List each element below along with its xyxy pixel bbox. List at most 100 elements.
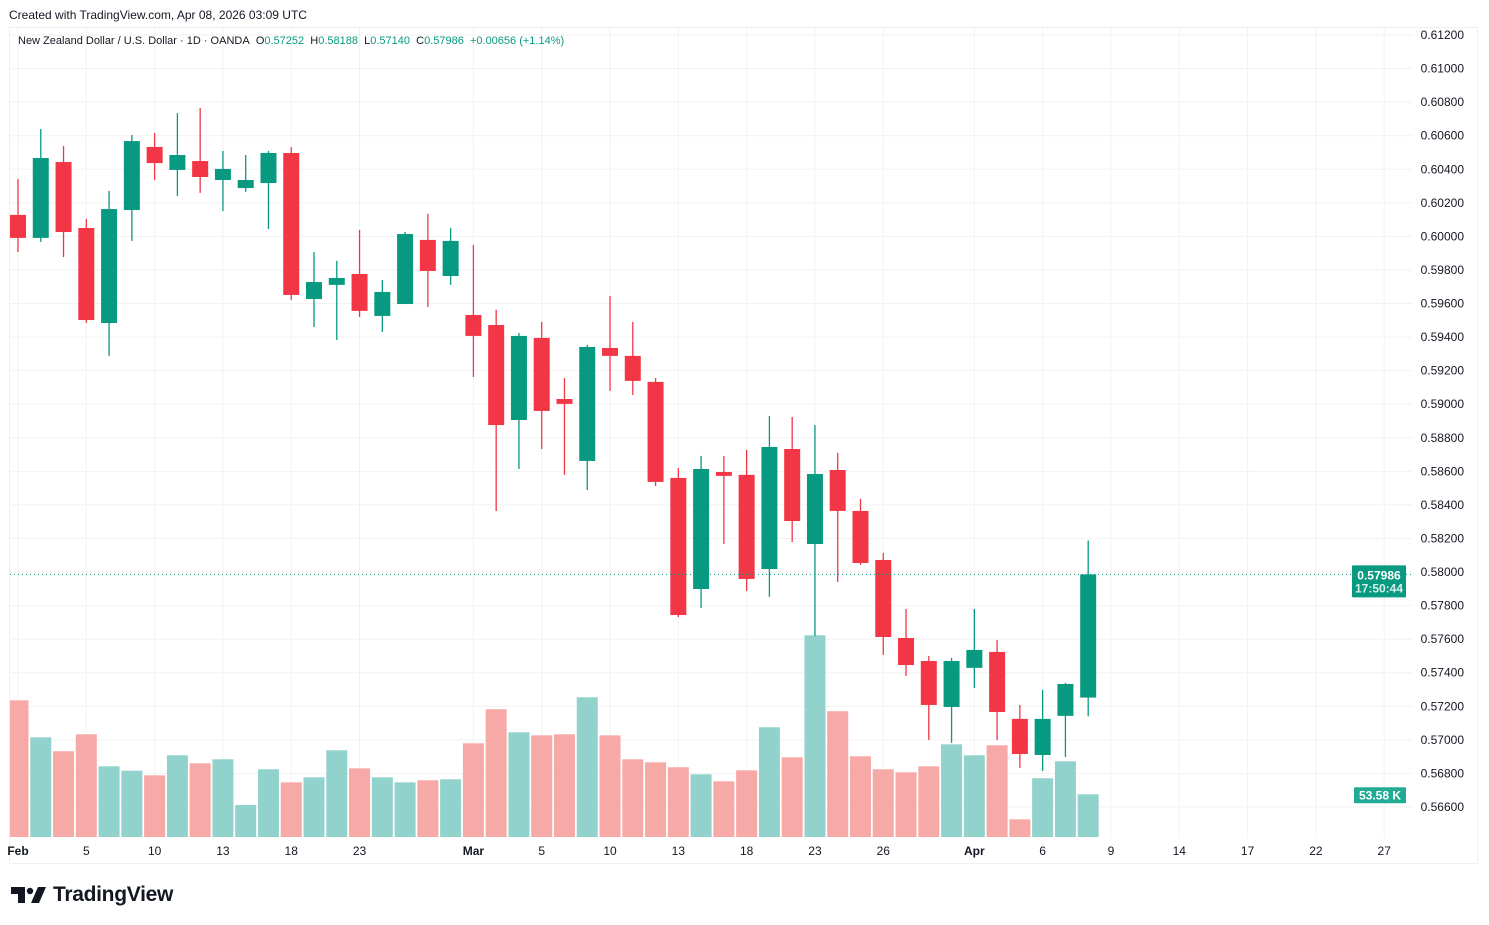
candle[interactable]	[898, 608, 915, 676]
candle[interactable]	[693, 455, 710, 608]
candle[interactable]	[192, 108, 209, 193]
candle[interactable]	[510, 332, 527, 469]
candle[interactable]	[920, 655, 937, 741]
volume-bar[interactable]	[326, 750, 348, 837]
candle-body	[784, 449, 801, 522]
volume-bar[interactable]	[235, 804, 257, 837]
candle[interactable]	[1011, 704, 1028, 768]
candle[interactable]	[283, 146, 300, 300]
volume-bar[interactable]	[1054, 761, 1076, 837]
candle[interactable]	[1080, 540, 1097, 717]
volume-bar[interactable]	[53, 751, 75, 837]
candle[interactable]	[10, 178, 26, 252]
candle[interactable]	[943, 657, 960, 743]
candle[interactable]	[1057, 682, 1074, 757]
volume-bar[interactable]	[166, 755, 188, 837]
candle[interactable]	[419, 213, 436, 308]
symbol-name[interactable]: New Zealand Dollar / U.S. Dollar · 1D · …	[18, 35, 250, 47]
candle[interactable]	[966, 608, 983, 689]
candle[interactable]	[442, 228, 459, 285]
candle[interactable]	[351, 230, 368, 317]
volume-bar[interactable]	[553, 734, 575, 837]
volume-bar[interactable]	[918, 766, 940, 837]
candle[interactable]	[1034, 689, 1051, 771]
volume-bar[interactable]	[280, 782, 302, 837]
candle[interactable]	[579, 344, 596, 490]
candle[interactable]	[624, 321, 641, 395]
candle[interactable]	[374, 280, 391, 332]
volume-bar[interactable]	[872, 769, 894, 837]
candle[interactable]	[556, 378, 573, 475]
candle[interactable]	[829, 452, 846, 582]
candle[interactable]	[101, 190, 118, 356]
volume-bar[interactable]	[667, 767, 689, 837]
volume-bar[interactable]	[827, 711, 849, 837]
candle[interactable]	[602, 295, 619, 391]
candle[interactable]	[647, 378, 664, 486]
candle[interactable]	[533, 321, 550, 450]
candle[interactable]	[738, 450, 755, 592]
volume-bar[interactable]	[849, 756, 871, 837]
volume-bar[interactable]	[804, 635, 826, 837]
volume-bar[interactable]	[690, 774, 712, 837]
volume-bar[interactable]	[417, 780, 439, 837]
volume-bar[interactable]	[781, 757, 803, 837]
candle[interactable]	[761, 415, 778, 597]
volume-bar[interactable]	[622, 759, 644, 837]
volume-bar[interactable]	[371, 777, 393, 837]
volume-bar[interactable]	[895, 772, 917, 837]
volume-bar[interactable]	[485, 709, 507, 837]
candle[interactable]	[123, 135, 140, 241]
candle[interactable]	[465, 244, 482, 378]
candle[interactable]	[397, 232, 414, 305]
volume-bar[interactable]	[645, 762, 667, 837]
volume-bar[interactable]	[941, 744, 963, 837]
volume-bar[interactable]	[349, 768, 371, 837]
candle[interactable]	[78, 218, 95, 323]
volume-bar[interactable]	[531, 735, 553, 837]
volume-bar[interactable]	[121, 770, 143, 837]
candle[interactable]	[784, 416, 801, 543]
candle[interactable]	[306, 251, 323, 328]
volume-bar[interactable]	[963, 755, 985, 837]
volume-bar[interactable]	[30, 737, 52, 837]
volume-bar[interactable]	[189, 763, 211, 837]
candle[interactable]	[260, 150, 277, 230]
volume-bar[interactable]	[212, 759, 234, 837]
volume-bar[interactable]	[75, 734, 97, 837]
volume-bar[interactable]	[303, 777, 325, 837]
volume-bar[interactable]	[986, 745, 1008, 837]
candle[interactable]	[32, 128, 49, 242]
volume-bar[interactable]	[576, 697, 598, 837]
volume-bar[interactable]	[144, 775, 166, 837]
candle[interactable]	[488, 309, 505, 511]
tradingview-logo[interactable]: TradingView	[11, 883, 173, 907]
volume-bar[interactable]	[257, 769, 279, 837]
volume-bar[interactable]	[440, 779, 462, 837]
volume-bar[interactable]	[10, 700, 29, 837]
volume-bar[interactable]	[599, 735, 621, 837]
volume-bar[interactable]	[98, 766, 120, 837]
candle[interactable]	[169, 113, 186, 196]
candle[interactable]	[806, 425, 823, 636]
volume-bar[interactable]	[1009, 819, 1031, 837]
volume-bar[interactable]	[1077, 794, 1099, 837]
volume-bar[interactable]	[508, 732, 530, 837]
candle[interactable]	[146, 133, 163, 181]
volume-bar[interactable]	[1032, 778, 1054, 837]
volume-bar[interactable]	[462, 743, 484, 837]
candle[interactable]	[989, 640, 1006, 741]
candle[interactable]	[670, 467, 687, 618]
volume-bar[interactable]	[736, 770, 758, 837]
volume-bar[interactable]	[394, 782, 416, 837]
volume-bar[interactable]	[713, 781, 735, 837]
candle[interactable]	[214, 150, 231, 212]
candle[interactable]	[852, 498, 869, 565]
volume-bar[interactable]	[758, 727, 780, 837]
candle[interactable]	[715, 455, 732, 545]
candle[interactable]	[328, 260, 345, 340]
candle[interactable]	[55, 145, 72, 258]
candle[interactable]	[875, 552, 892, 655]
candle[interactable]	[237, 154, 254, 192]
